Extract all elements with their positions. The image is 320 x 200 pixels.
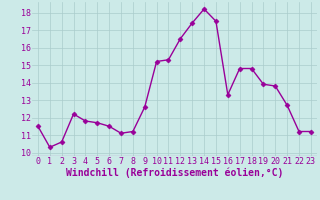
X-axis label: Windchill (Refroidissement éolien,°C): Windchill (Refroidissement éolien,°C): [66, 168, 283, 178]
